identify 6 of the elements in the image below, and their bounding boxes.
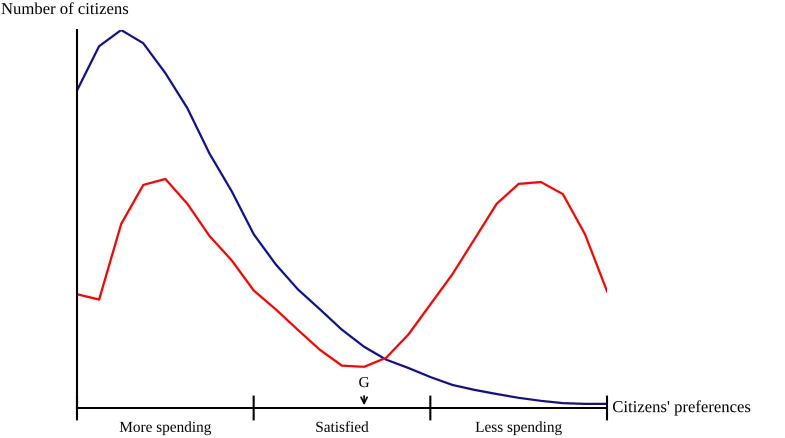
x-axis-title: Citizens' preferences [612,400,750,416]
text: More spending [120,421,212,436]
text: Less spending [476,421,562,436]
annotation: G [359,376,370,388]
y-axis-title: Number of citizens [1,2,128,14]
text: Satisfied [316,421,369,432]
